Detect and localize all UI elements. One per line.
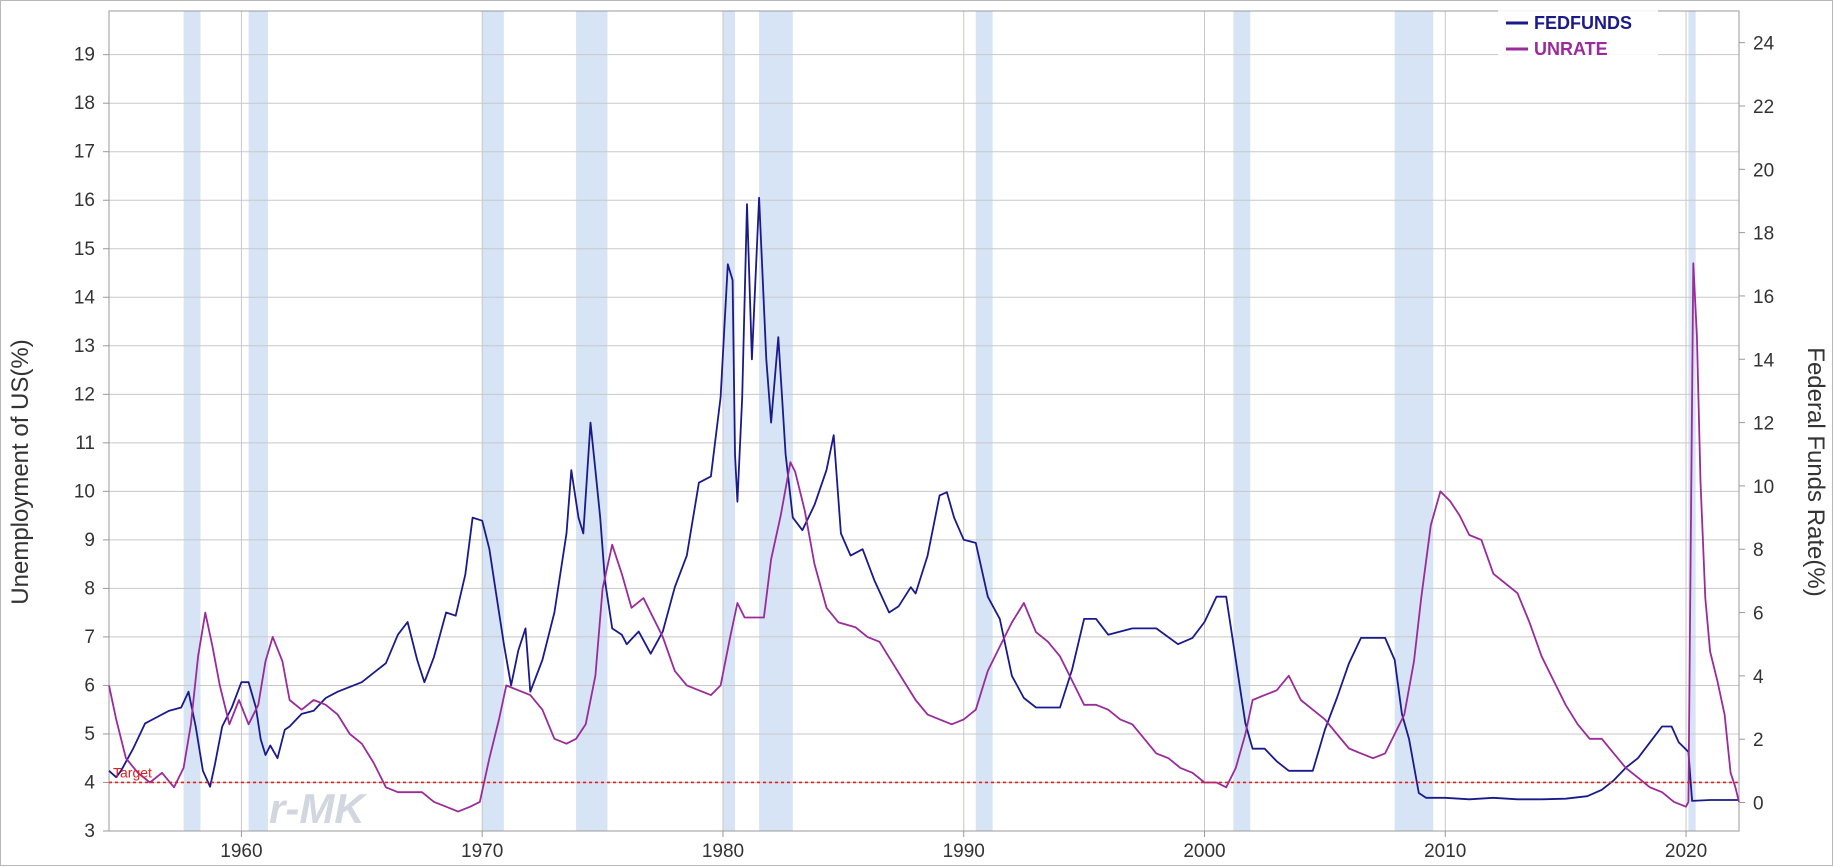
tick-label-bottom: 1990 bbox=[943, 841, 985, 862]
watermark-logo: r-MK bbox=[269, 785, 367, 832]
tick-label-bottom: 2000 bbox=[1183, 841, 1225, 862]
tick-label-left: 3 bbox=[84, 821, 95, 842]
tick-label-bottom: 1970 bbox=[461, 841, 503, 862]
recession-bands bbox=[183, 11, 1696, 831]
recession-band bbox=[183, 11, 201, 831]
legend: FEDFUNDS UNRATE bbox=[1498, 7, 1658, 63]
tick-label-right: 6 bbox=[1753, 604, 1764, 625]
recession-band bbox=[722, 11, 735, 831]
left-axis-ticks: 3 4 5 6 7 8 9 10 11 12 13 14 15 16 17 18 19 bbox=[74, 45, 109, 842]
tick-label-left: 14 bbox=[74, 287, 96, 308]
tick-label-left: 13 bbox=[74, 336, 95, 357]
tick-label-right: 24 bbox=[1753, 34, 1775, 55]
tick-label-left: 18 bbox=[74, 93, 95, 114]
tick-label-bottom: 2020 bbox=[1665, 841, 1707, 862]
legend-label-fedfunds: FEDFUNDS bbox=[1534, 13, 1632, 33]
legend-label-unrate: UNRATE bbox=[1534, 39, 1608, 59]
tick-label-right: 18 bbox=[1753, 224, 1774, 245]
tick-label-bottom: 1980 bbox=[702, 841, 744, 862]
tick-label-left: 10 bbox=[74, 481, 95, 502]
grid bbox=[109, 11, 1739, 832]
tick-label-bottom: 2010 bbox=[1424, 841, 1466, 862]
plot-frame bbox=[108, 10, 1740, 832]
right-axis-title: Federal Funds Rate(%) bbox=[1802, 347, 1829, 596]
tick-label-left: 17 bbox=[74, 142, 95, 163]
tick-label-right: 12 bbox=[1753, 414, 1774, 435]
recession-band bbox=[1233, 11, 1251, 831]
recession-band bbox=[975, 11, 993, 831]
series-line-unrate bbox=[108, 262, 1740, 813]
tick-label-left: 5 bbox=[84, 724, 95, 745]
tick-label-left: 11 bbox=[75, 433, 95, 454]
tick-label-left: 19 bbox=[74, 45, 95, 66]
recession-band bbox=[576, 11, 608, 831]
target-line-group: Target bbox=[109, 764, 1739, 784]
recession-band bbox=[1394, 11, 1434, 831]
tick-label-right: 10 bbox=[1753, 477, 1774, 498]
series-lines bbox=[108, 196, 1740, 813]
tick-label-left: 9 bbox=[84, 530, 95, 551]
left-axis-title: Unemployment of US(%) bbox=[7, 339, 34, 604]
tick-label-left: 4 bbox=[84, 772, 95, 793]
tick-label-left: 15 bbox=[74, 239, 95, 260]
tick-label-left: 12 bbox=[74, 384, 95, 405]
series-line-fedfunds bbox=[108, 196, 1739, 802]
recession-band bbox=[248, 11, 268, 831]
tick-label-left: 8 bbox=[84, 578, 95, 599]
tick-label-right: 16 bbox=[1753, 287, 1774, 308]
tick-label-right: 2 bbox=[1753, 730, 1764, 751]
legend-background bbox=[1498, 7, 1658, 63]
tick-label-right: 20 bbox=[1753, 160, 1774, 181]
tick-label-right: 8 bbox=[1753, 540, 1764, 561]
tick-label-right: 4 bbox=[1753, 667, 1764, 688]
tick-label-left: 16 bbox=[74, 190, 95, 211]
tick-label-bottom: 1960 bbox=[220, 841, 262, 862]
tick-label-right: 0 bbox=[1753, 794, 1764, 815]
recession-band bbox=[759, 11, 793, 831]
tick-label-right: 22 bbox=[1753, 97, 1774, 118]
tick-label-right: 14 bbox=[1753, 350, 1775, 371]
bottom-axis-ticks: 1960 1970 1980 1990 2000 2010 2020 bbox=[220, 831, 1707, 862]
target-label: Target bbox=[113, 764, 152, 780]
tick-label-left: 7 bbox=[84, 627, 95, 648]
recession-band bbox=[482, 11, 504, 831]
tick-label-left: 6 bbox=[84, 675, 95, 696]
